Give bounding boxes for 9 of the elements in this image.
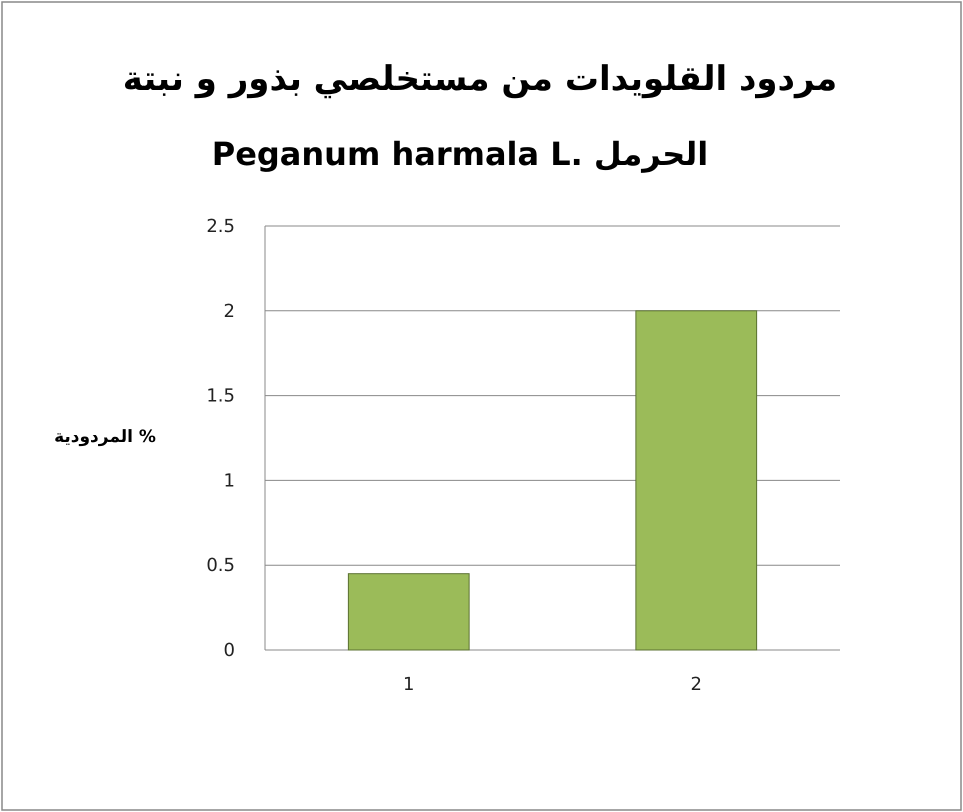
y-tick-label: 0 — [224, 640, 235, 661]
y-tick-label: 1 — [224, 470, 235, 492]
y-tick-label: 1.5 — [206, 386, 235, 407]
y-tick-label: 2 — [224, 300, 235, 322]
chart-subtitle: Peganum harmala L. الحرمل — [212, 135, 708, 173]
y-axis-title: % المردودية — [54, 427, 156, 447]
y-tick-label: 0.5 — [206, 555, 235, 576]
chart-title: مردود القلويدات من مستخلصي بذور و نبتة — [122, 59, 838, 99]
y-tick-label: 2.5 — [206, 216, 235, 237]
